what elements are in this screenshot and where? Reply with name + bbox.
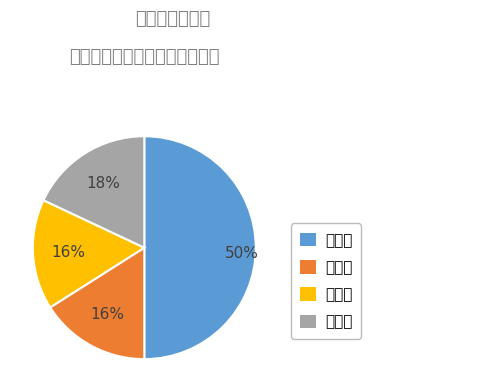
Text: 16%: 16% — [91, 307, 124, 322]
Text: かつお節輸入量: かつお節輸入量 — [135, 10, 210, 28]
Text: 16%: 16% — [51, 245, 85, 260]
Wedge shape — [43, 136, 144, 248]
Wedge shape — [50, 248, 144, 359]
Legend: 静岡県, 兵庫県, 愛媛県, その他: 静岡県, 兵庫県, 愛媛県, その他 — [291, 223, 360, 339]
Text: 全国に占める割合（令和２年）: 全国に占める割合（令和２年） — [69, 48, 219, 67]
Wedge shape — [33, 200, 144, 307]
Wedge shape — [144, 136, 255, 359]
Text: 18%: 18% — [86, 176, 120, 191]
Text: 50%: 50% — [224, 246, 258, 261]
